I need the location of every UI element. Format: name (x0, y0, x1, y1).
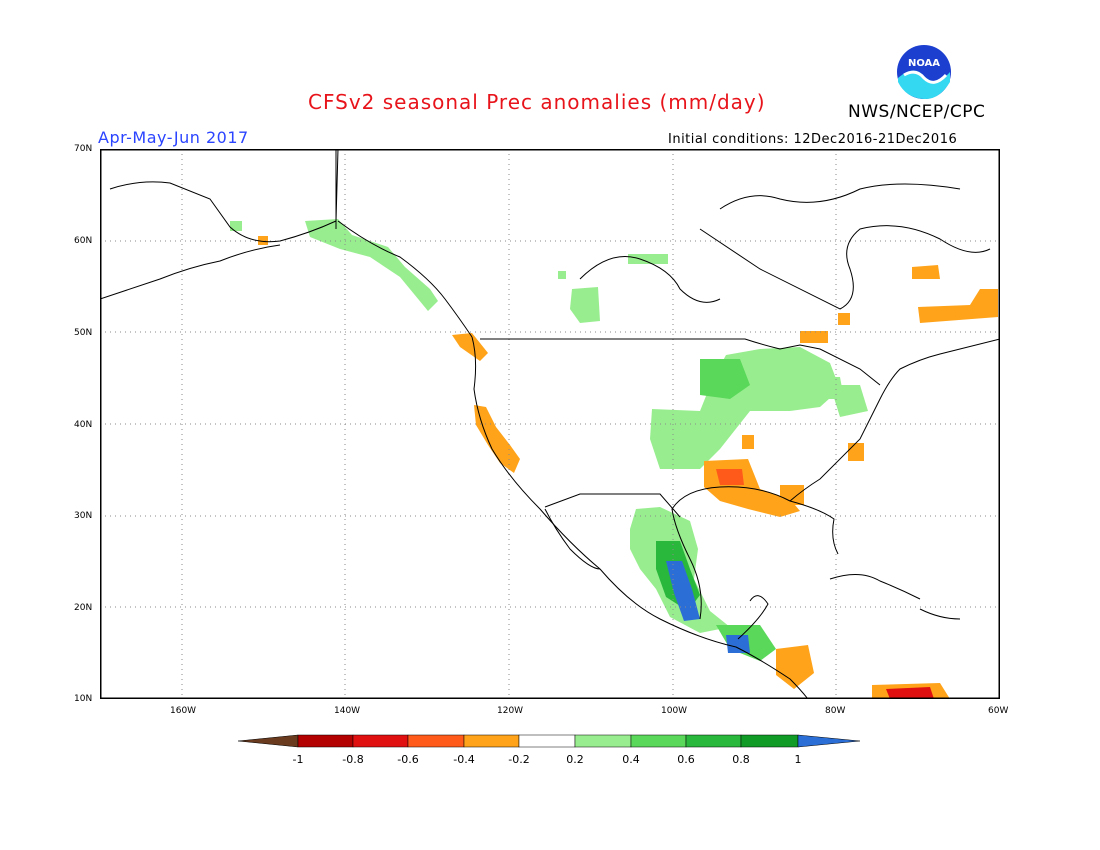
coastlines (100, 149, 1000, 699)
lat-label: 40N (74, 420, 93, 430)
lon-label: 60W (988, 706, 1009, 716)
anomaly-region (305, 219, 438, 311)
anomaly-region (848, 443, 864, 461)
lon-label: 80W (825, 706, 846, 716)
anomaly-region (558, 271, 566, 279)
legend-bin (352, 734, 409, 748)
color-legend: -1 -0.8 -0.6 -0.4 -0.2 0.2 0.4 0.6 0.8 1 (238, 734, 861, 766)
anomaly-region (628, 254, 668, 264)
anomaly-fields (230, 219, 998, 699)
legend-tick-label: -0.6 (397, 753, 418, 766)
lat-label: 70N (74, 144, 93, 154)
anomaly-region (742, 435, 754, 449)
anomaly-region (474, 405, 520, 473)
anomaly-region (452, 333, 488, 361)
lon-label: 160W (170, 706, 197, 716)
legend-tick-label: 0.4 (622, 753, 640, 766)
graticule (100, 149, 1000, 699)
initial-conditions: Initial conditions: 12Dec2016-21Dec2016 (668, 132, 958, 147)
legend-bin-gt-1 (797, 734, 861, 748)
lat-label: 20N (74, 603, 93, 613)
legend-tick-label: 0.2 (566, 753, 584, 766)
legend-bin (574, 734, 632, 748)
anomaly-region (666, 561, 700, 621)
legend-bin-lt-1 (238, 734, 299, 748)
legend-tick-label: 1 (795, 753, 802, 766)
anomaly-region (230, 221, 242, 231)
legend-bin (297, 734, 354, 748)
legend-bin (407, 734, 465, 748)
legend-tick-label: 0.6 (677, 753, 695, 766)
anomaly-region (776, 645, 814, 689)
legend-bin (630, 734, 687, 748)
anomaly-region (838, 313, 850, 325)
anomaly-region (912, 265, 940, 279)
anomaly-region (258, 236, 268, 245)
anomaly-region (716, 469, 744, 485)
noaa-logo-icon: NOAA (895, 43, 953, 101)
legend-tick-label: -0.4 (453, 753, 474, 766)
legend-bin (685, 734, 742, 748)
anomaly-region (726, 635, 750, 653)
lat-label: 60N (74, 236, 93, 246)
precip-anomaly-map (100, 149, 1000, 699)
lon-label: 120W (497, 706, 524, 716)
agency-label: NWS/NCEP/CPC (848, 102, 986, 122)
anomaly-region (830, 385, 868, 417)
lon-label: 140W (334, 706, 361, 716)
lat-label: 30N (74, 511, 93, 521)
lat-label: 10N (74, 694, 93, 704)
lat-label: 50N (74, 328, 93, 338)
legend-tick-label: -1 (293, 753, 304, 766)
anomaly-region (780, 377, 844, 399)
anomaly-region (918, 289, 998, 323)
legend-bin (518, 734, 576, 748)
legend-bin (740, 734, 799, 748)
anomaly-region (700, 359, 750, 399)
lon-label: 100W (661, 706, 688, 716)
anomaly-region (570, 287, 600, 323)
legend-tick-label: 0.8 (732, 753, 750, 766)
forecast-period: Apr-May-Jun 2017 (98, 128, 249, 147)
anomaly-region (780, 485, 804, 505)
anomaly-region (800, 331, 828, 343)
anomaly-region (886, 687, 934, 699)
legend-bin (463, 734, 520, 748)
map-title: CFSv2 seasonal Prec anomalies (mm/day) (308, 90, 766, 114)
legend-tick-label: -0.2 (508, 753, 529, 766)
noaa-logo-text: NOAA (908, 58, 940, 69)
legend-tick-label: -0.8 (342, 753, 363, 766)
